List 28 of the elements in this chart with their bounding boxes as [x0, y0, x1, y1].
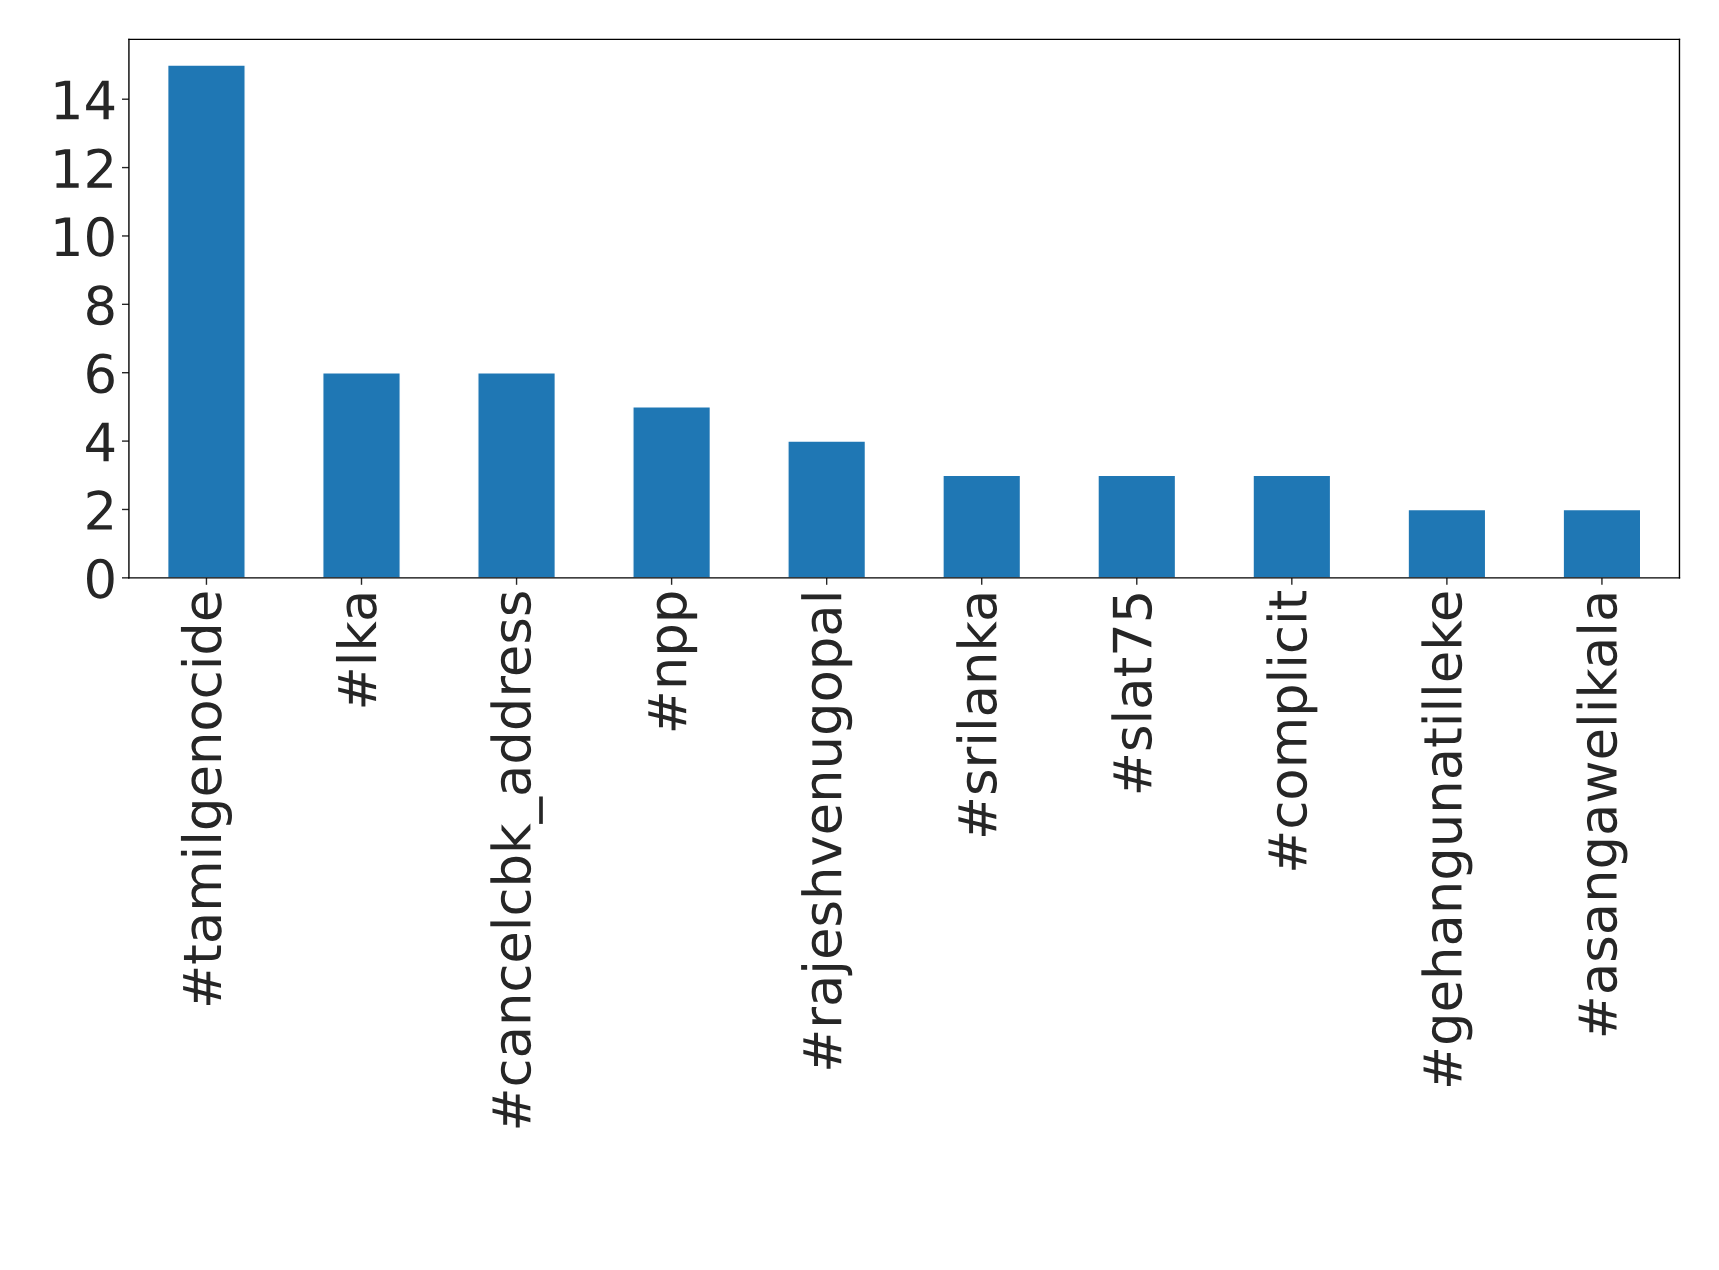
- bar: [787, 440, 867, 578]
- bar: [632, 406, 712, 578]
- x-tick-label: #npp: [648, 592, 698, 731]
- y-tick-label: 12: [55, 148, 112, 188]
- bar: [166, 64, 246, 578]
- x-tick-label: #tamilgenocide: [180, 592, 232, 1005]
- y-tick-label: 4: [86, 422, 115, 462]
- bar: [1252, 474, 1332, 578]
- y-tick-label: 14: [55, 80, 115, 120]
- x-tick-label: #rajeshvenugopal: [801, 594, 853, 1069]
- bar: [1097, 474, 1177, 578]
- y-tick-label: 2: [87, 490, 112, 530]
- y-tick-label: 0: [87, 558, 114, 599]
- bar: [322, 372, 401, 578]
- y-tick-label: 6: [87, 353, 114, 394]
- y-tick-label: 10: [55, 216, 114, 257]
- x-tick-label: #complicit: [1266, 590, 1318, 870]
- x-tick-label: #srilanka: [956, 594, 998, 837]
- x-tick-label: #slat75: [1111, 594, 1153, 793]
- bar: [1562, 508, 1642, 578]
- x-tick-label: #asangawelikala: [1576, 594, 1628, 1036]
- x-tick-label: #lka: [335, 594, 377, 707]
- y-tick-label: 8: [87, 285, 114, 326]
- bar: [942, 474, 1022, 578]
- bar: [477, 372, 557, 578]
- x-tick-label: #cancelcbk_address: [490, 592, 543, 1128]
- bar: [1407, 508, 1487, 578]
- x-tick-label: #gehangunatilleke: [1421, 592, 1473, 1087]
